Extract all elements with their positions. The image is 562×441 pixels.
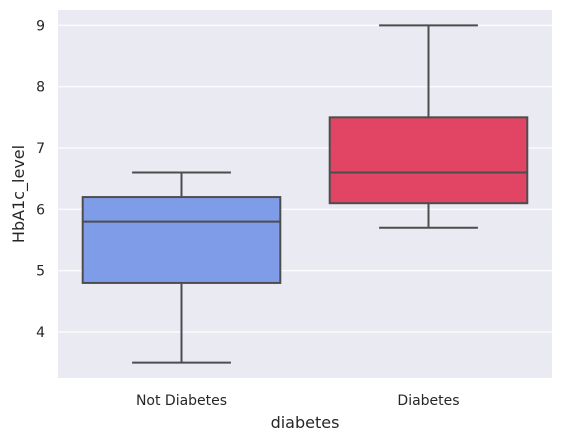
y-axis-ticks: 4 5 6 7 8 9 [36, 18, 45, 341]
box-iqr [330, 117, 528, 203]
y-tick-label: 4 [36, 325, 45, 341]
y-tick-label: 6 [36, 202, 45, 218]
x-tick-label: Not Diabetes [136, 393, 227, 409]
x-axis-label: diabetes [271, 413, 340, 432]
y-axis-label: HbA1c_level [9, 145, 29, 243]
y-tick-label: 5 [36, 264, 45, 280]
x-axis-ticks: Not Diabetes Diabetes [136, 393, 460, 409]
y-tick-label: 8 [36, 80, 45, 96]
box-iqr [83, 197, 281, 283]
y-tick-label: 7 [36, 141, 45, 157]
x-tick-label: Diabetes [397, 393, 459, 409]
y-tick-label: 9 [36, 18, 45, 34]
